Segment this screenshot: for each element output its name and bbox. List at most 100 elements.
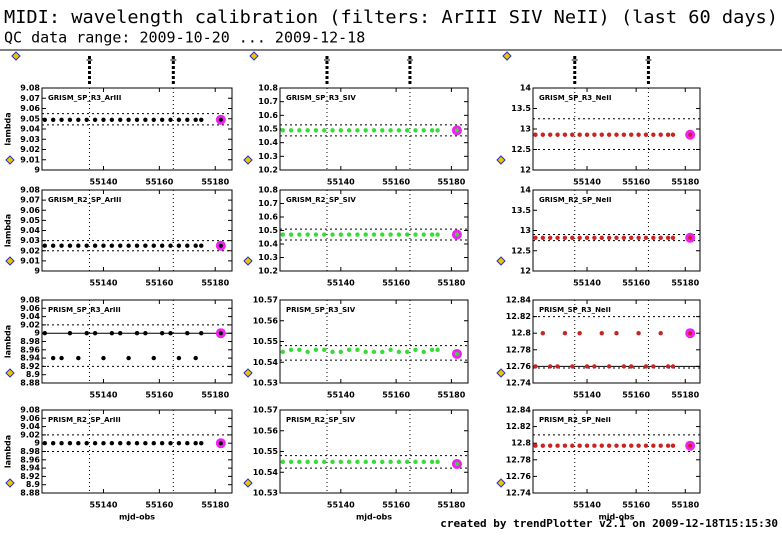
x-tick-label: 55160 <box>145 391 173 400</box>
footer: created by trendPlotter v2.1 on 2009-12-… <box>440 517 778 530</box>
data-point <box>599 443 604 448</box>
data-point <box>101 441 106 446</box>
x-tick-label: 55140 <box>327 501 355 510</box>
x-tick-label: 55160 <box>622 501 650 510</box>
panel-label: PRISM_SP_R3_ArIII <box>48 306 121 314</box>
data-point <box>280 349 285 355</box>
panel-label: GRISM_R2_SP_ArIII <box>48 196 121 204</box>
diamond-icon <box>243 478 253 488</box>
data-point <box>380 349 385 355</box>
data-point <box>134 243 140 248</box>
data-point <box>421 459 426 465</box>
diamond-icon <box>496 256 506 266</box>
data-point <box>404 349 410 355</box>
data-point <box>636 235 641 240</box>
data-point <box>288 459 294 465</box>
data-point <box>92 243 98 248</box>
data-point <box>101 117 106 122</box>
data-point <box>92 117 98 122</box>
data-point <box>355 232 360 237</box>
y-tick-label: 10.7 <box>258 199 278 208</box>
data-point <box>688 331 693 336</box>
y-tick-label: 13.5 <box>511 104 531 113</box>
data-point <box>288 232 294 237</box>
data-point <box>193 355 198 361</box>
data-point <box>396 459 402 465</box>
data-point <box>84 117 89 122</box>
diamond-icon <box>243 256 253 266</box>
data-point <box>355 459 360 465</box>
x-tick-label: 55140 <box>90 501 118 510</box>
y-tick-label: 10.6 <box>258 213 278 222</box>
x-tick-label: 55180 <box>437 501 465 510</box>
y-tick-label: 8.92 <box>20 472 40 481</box>
data-point <box>555 235 560 240</box>
diamond-icon <box>11 51 21 61</box>
y-axis-label: lambda <box>4 435 13 468</box>
x-tick-label: 55180 <box>671 178 699 187</box>
diamond-icon <box>496 478 506 488</box>
data-point <box>665 364 671 369</box>
data-point <box>592 364 597 369</box>
data-point <box>547 132 553 137</box>
data-point <box>688 132 693 137</box>
y-tick-label: 10.5 <box>258 226 278 235</box>
data-point <box>584 132 590 137</box>
data-point <box>396 349 402 355</box>
data-point <box>592 132 597 137</box>
data-point <box>547 364 553 369</box>
data-point <box>363 232 368 237</box>
y-tick-label: 10.53 <box>253 489 278 498</box>
data-point <box>84 331 89 336</box>
x-tick-label: 55140 <box>90 391 118 400</box>
data-point <box>577 132 582 137</box>
data-point <box>338 459 344 465</box>
data-point <box>584 443 590 448</box>
y-tick-label: 8.92 <box>20 362 40 371</box>
y-tick-label: 13.5 <box>511 206 531 215</box>
data-point <box>297 128 302 133</box>
y-tick-label: 9 <box>34 267 40 276</box>
data-point <box>297 232 302 237</box>
data-point <box>396 128 402 133</box>
x-tick-label: 55160 <box>145 279 173 288</box>
data-point <box>658 331 663 336</box>
data-point <box>547 443 553 448</box>
y-tick-label: 8.94 <box>20 354 40 363</box>
y-tick-label: 9.01 <box>20 155 40 164</box>
y-tick-label: 9.02 <box>20 320 40 329</box>
data-point <box>330 459 335 465</box>
y-tick-label: 8.88 <box>20 379 40 388</box>
data-point <box>380 128 385 133</box>
data-point <box>176 441 182 446</box>
y-tick-label: 12.84 <box>506 296 532 305</box>
data-point <box>599 132 604 137</box>
data-point <box>584 364 590 369</box>
data-point <box>533 364 538 369</box>
data-point <box>592 443 597 448</box>
x-tick-label: 55180 <box>437 279 465 288</box>
data-point <box>599 235 604 240</box>
y-tick-label: 10.4 <box>258 138 278 147</box>
x-tick-label: 55180 <box>671 501 699 510</box>
x-tick-label: 55160 <box>622 178 650 187</box>
data-point <box>176 355 182 361</box>
data-point <box>159 441 165 446</box>
data-point <box>84 441 89 446</box>
plot-frame <box>532 299 701 384</box>
data-point <box>297 347 302 352</box>
data-point <box>305 128 310 133</box>
data-point <box>614 132 619 137</box>
data-point <box>288 128 294 133</box>
data-point <box>218 117 223 122</box>
panel-label: GRISM_R2_SP_NeII <box>539 196 612 204</box>
data-point <box>280 459 285 465</box>
y-tick-label: 12.5 <box>511 145 531 154</box>
data-point <box>371 459 377 465</box>
data-point <box>688 235 693 240</box>
diamond-icon <box>5 478 15 488</box>
panel-label: PRISM_SP_R3_SIV <box>286 306 356 314</box>
data-point <box>168 117 173 122</box>
data-point <box>168 331 173 336</box>
